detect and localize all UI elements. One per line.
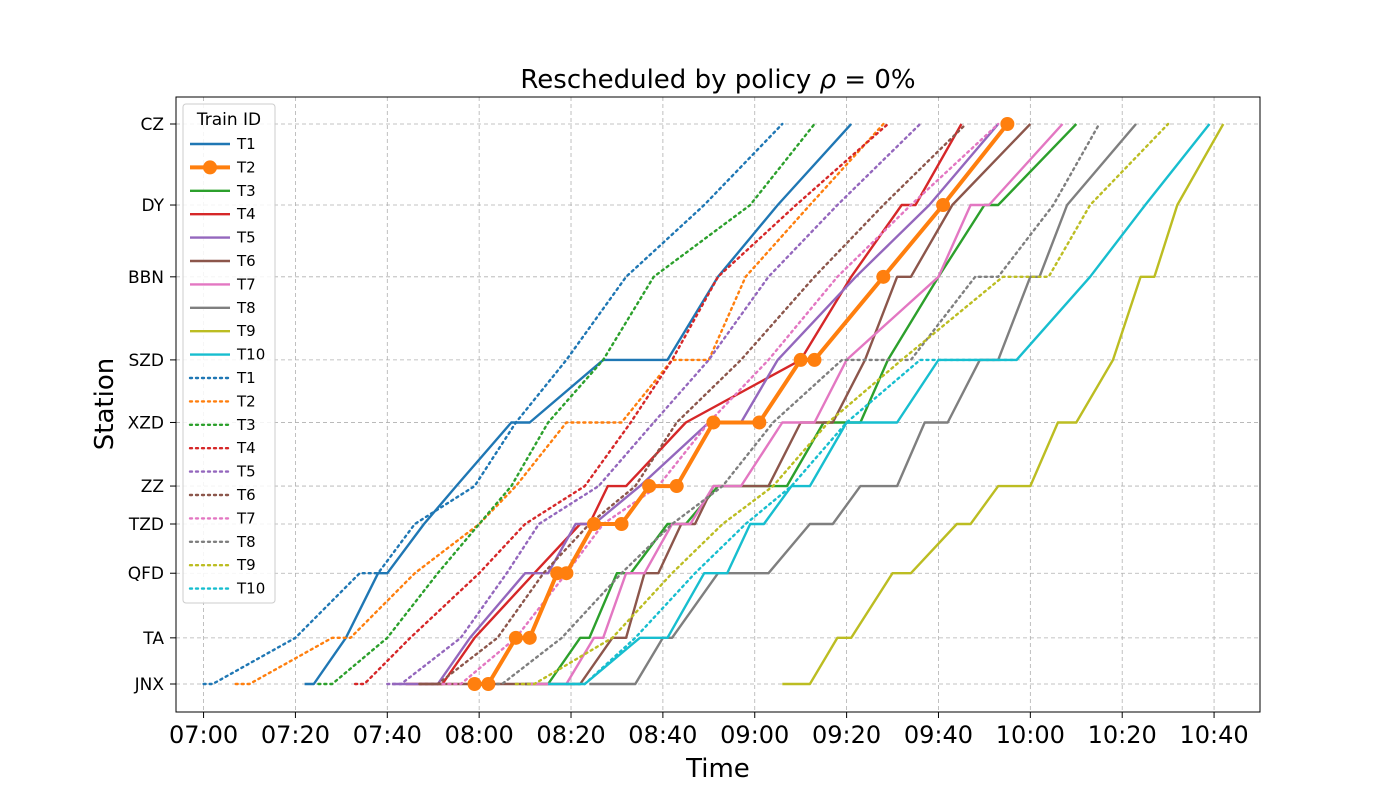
y-tick-label-zz: ZZ: [141, 477, 164, 497]
series-line-t8-dotted: [478, 122, 1101, 686]
chart-title-suffix: = 0%: [836, 65, 916, 95]
x-tick-label: 08:00: [445, 721, 514, 749]
y-tick-label-jnx: JNX: [134, 675, 165, 695]
y-tick-label-cz: CZ: [140, 115, 164, 135]
x-axis-ticks: 07:00 07:20 07:40 08:00 08:20 08:40 09:00 09:20…: [169, 712, 1249, 749]
x-tick-label: 09:00: [720, 721, 789, 749]
legend-label-t10: T10: [236, 580, 265, 598]
series-marker-t2: [793, 352, 808, 367]
legend-label-t8: T8: [236, 533, 256, 551]
series-line-t10-solid: [548, 123, 1211, 686]
series-line-t6-dotted: [418, 122, 968, 686]
x-tick-label: 10:00: [996, 721, 1065, 749]
legend-title: Train ID: [196, 110, 261, 130]
y-tick-label-tzd: TZD: [128, 515, 164, 535]
y-axis-ticks: JNX TA QFD TZD ZZ XZD SZD BBN DY CZ: [128, 115, 176, 695]
legend-label-t10: T10: [236, 346, 265, 364]
series-line-t3-dotted: [317, 122, 816, 686]
series-marker-t2: [522, 630, 537, 645]
series-marker-t2: [508, 630, 523, 645]
x-tick-label: 09:40: [904, 721, 973, 749]
legend-label-t8: T8: [236, 299, 256, 317]
y-tick-label-szd: SZD: [128, 351, 164, 371]
legend-label-t7: T7: [236, 275, 256, 293]
series-line-t7-solid: [529, 123, 1064, 686]
series-marker-t2: [752, 415, 767, 430]
legend-label-t5: T5: [236, 229, 256, 247]
x-axis-title: Time: [685, 754, 750, 784]
series-marker-t2: [876, 269, 891, 284]
legend-label-t2: T2: [236, 158, 256, 176]
series-marker-t2: [936, 198, 951, 213]
series-line-t5-dotted: [386, 122, 922, 686]
series-line-t3-solid: [525, 123, 1078, 686]
legend-label-t2: T2: [236, 392, 256, 410]
plot-area-frame: [175, 96, 1261, 713]
series-marker-t2: [467, 677, 482, 691]
x-tick-label: 10:20: [1088, 721, 1157, 749]
legend-label-t3: T3: [236, 182, 256, 200]
series-line-t5-solid: [391, 123, 1000, 686]
series-lines: [202, 117, 1225, 691]
series-line-t4-dotted: [353, 122, 890, 686]
chart-title: Rescheduled by policy ρ = 0%: [520, 65, 915, 95]
chart-title-prefix: Rescheduled by policy: [520, 65, 819, 95]
series-line-t10-dotted: [565, 358, 1018, 686]
x-tick-label: 07:20: [261, 721, 330, 749]
legend-label-t6: T6: [236, 252, 256, 270]
series-line-t4-solid: [405, 123, 963, 686]
y-tick-label-qfd: QFD: [128, 564, 164, 584]
x-tick-label: 10:40: [1179, 721, 1248, 749]
y-tick-label-bbn: BBN: [128, 268, 164, 288]
series-marker-t2: [807, 352, 822, 367]
x-tick-label: 07:40: [353, 721, 422, 749]
series-line-t9-solid: [782, 123, 1225, 686]
x-tick-label: 07:00: [169, 721, 238, 749]
series-marker-t2: [642, 479, 657, 494]
x-tick-label: 09:20: [812, 721, 881, 749]
series-line-t9-dotted: [514, 122, 1170, 686]
series-marker-t2: [1000, 117, 1015, 131]
legend-label-t9: T9: [236, 556, 256, 574]
x-tick-label: 08:20: [536, 721, 605, 749]
y-axis-title: Station: [90, 358, 120, 450]
legend-label-t4: T4: [236, 439, 256, 457]
legend-label-t7: T7: [236, 509, 256, 527]
legend-label-t6: T6: [236, 486, 256, 504]
legend: Train ID T1 T2 T3 T4 T5 T6 T7 T8 T9 T10 T1 T2 T3 T4 T5 T…: [182, 103, 276, 604]
series-marker-t2: [481, 677, 496, 691]
legend-label-t5: T5: [236, 463, 256, 481]
series-marker-t2: [614, 517, 629, 531]
chart-title-rho: ρ: [820, 65, 837, 95]
series-line-t2-dotted: [234, 122, 885, 686]
y-tick-label-xzd: XZD: [128, 413, 164, 433]
legend-label-t3: T3: [236, 416, 256, 434]
y-tick-label-dy: DY: [141, 196, 164, 216]
y-tick-label-ta: TA: [142, 629, 164, 649]
legend-marker-t2: [203, 160, 217, 175]
legend-label-t9: T9: [236, 322, 256, 340]
x-tick-label: 08:40: [628, 721, 697, 749]
series-marker-t2: [669, 479, 684, 494]
legend-label-t1: T1: [236, 135, 256, 153]
series-marker-t2: [559, 566, 574, 581]
series-marker-t2: [706, 415, 721, 430]
series-marker-t2: [586, 517, 601, 531]
legend-label-t4: T4: [236, 205, 256, 223]
legend-label-t1: T1: [236, 369, 256, 387]
